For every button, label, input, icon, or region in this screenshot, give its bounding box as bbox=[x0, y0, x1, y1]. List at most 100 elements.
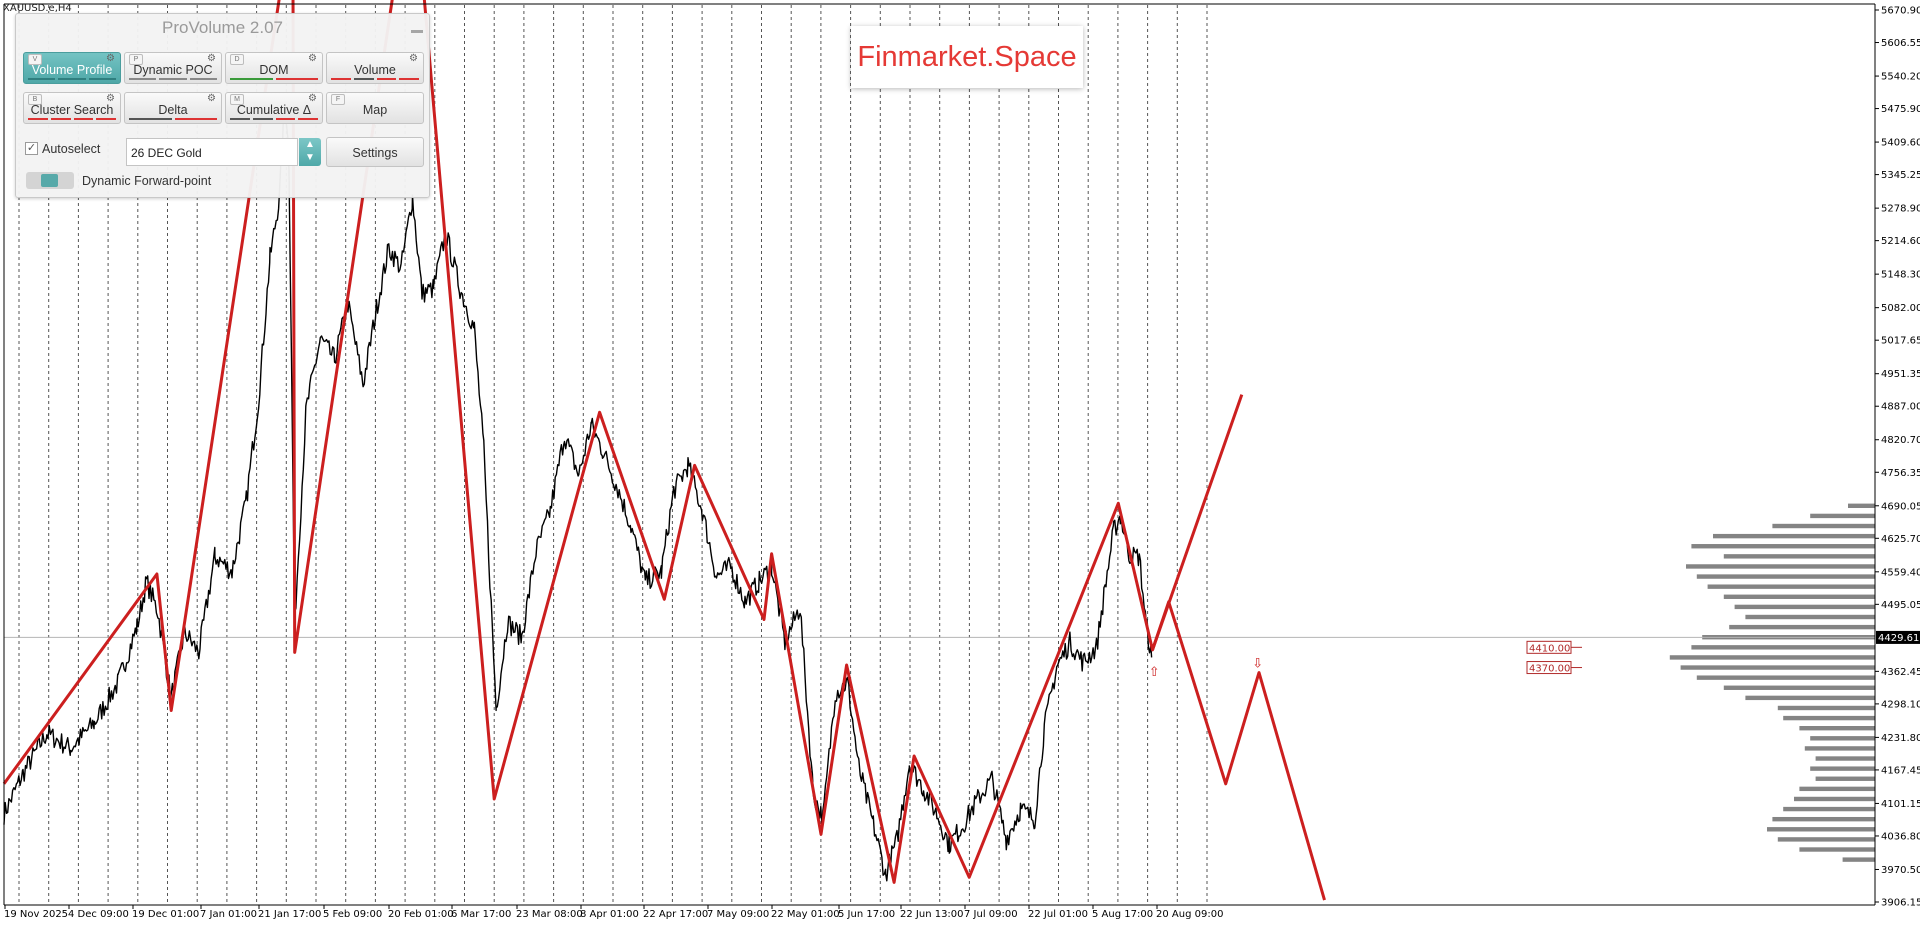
chevron-down-icon[interactable]: ▼ bbox=[305, 152, 315, 163]
gear-icon[interactable]: ⚙ bbox=[207, 53, 216, 64]
dom-button[interactable]: D ⚙ DOM bbox=[225, 52, 323, 84]
time-axis-label: 8 Apr 01:00 bbox=[580, 909, 639, 920]
time-axis-label: 19 Dec 01:00 bbox=[132, 909, 199, 920]
volume-profile-bar bbox=[1794, 796, 1875, 802]
time-axis-label: 20 Feb 01:00 bbox=[388, 909, 454, 920]
hotkey-badge: M bbox=[230, 94, 244, 105]
price-axis-label: 5278.90 bbox=[1881, 204, 1920, 215]
volume-profile-bar bbox=[1696, 675, 1875, 680]
volume-profile-bar bbox=[1723, 554, 1875, 559]
hotkey-badge: V bbox=[28, 54, 42, 65]
volume-profile-bar bbox=[1669, 655, 1875, 660]
button-label: Volume Profile bbox=[31, 63, 113, 77]
cumulative-delta-button[interactable]: M ⚙ Cumulative Δ bbox=[225, 92, 323, 124]
volume-profile-bar bbox=[1810, 736, 1875, 741]
time-axis-label: 22 Apr 17:00 bbox=[643, 909, 708, 920]
time-axis-label: 6 Mar 17:00 bbox=[451, 909, 511, 920]
time-axis-label: 7 May 09:00 bbox=[707, 909, 769, 920]
price-axis-label: 4559.40 bbox=[1881, 567, 1920, 578]
volume-profile-bar bbox=[1804, 746, 1875, 751]
cluster-search-button[interactable]: B ⚙ Cluster Search bbox=[23, 92, 121, 124]
price-axis-label: 4887.00 bbox=[1881, 402, 1920, 413]
time-axis-label: 21 Jan 17:00 bbox=[258, 909, 321, 920]
panel-title: ProVolume 2.07 bbox=[162, 18, 283, 37]
price-axis-label: 4951.35 bbox=[1881, 369, 1920, 380]
volume-profile-bar bbox=[1734, 604, 1875, 610]
price-axis-label: 4101.15 bbox=[1881, 799, 1920, 810]
button-indicator bbox=[230, 118, 318, 120]
volume-profile-bar bbox=[1848, 503, 1875, 508]
volume-profile-bar bbox=[1713, 533, 1875, 539]
button-indicator bbox=[28, 118, 116, 120]
volume-profile-bar bbox=[1815, 776, 1875, 781]
time-axis-label: 7 Jan 01:00 bbox=[200, 909, 257, 920]
price-axis-label: 4756.35 bbox=[1881, 468, 1920, 479]
autoselect-checkbox[interactable]: ✓ bbox=[25, 142, 38, 155]
dynamic-poc-button[interactable]: P ⚙ Dynamic POC bbox=[124, 52, 222, 84]
map-button[interactable]: F Map bbox=[326, 92, 424, 124]
button-label: Dynamic POC bbox=[133, 63, 213, 77]
time-axis-label: 5 Aug 17:00 bbox=[1092, 909, 1153, 920]
price-axis-label: 5345.25 bbox=[1881, 170, 1920, 181]
volume-profile-bar bbox=[1745, 614, 1875, 620]
autoselect-label: Autoselect bbox=[42, 142, 101, 156]
price-axis-label: 5214.60 bbox=[1881, 236, 1920, 247]
volume-profile-bar bbox=[1815, 756, 1875, 761]
level-label: 4410.00 bbox=[1529, 643, 1570, 654]
gear-icon[interactable]: ⚙ bbox=[308, 53, 317, 64]
volume-profile-bar bbox=[1707, 584, 1875, 589]
button-label: Volume bbox=[354, 63, 396, 77]
price-axis-label: 4495.05 bbox=[1881, 600, 1920, 611]
hotkey-badge: B bbox=[28, 94, 42, 105]
gear-icon[interactable]: ⚙ bbox=[106, 53, 115, 64]
gear-icon[interactable]: ⚙ bbox=[106, 93, 115, 104]
delta-button[interactable]: ⚙ Delta bbox=[124, 92, 222, 124]
time-axis-label: 20 Aug 09:00 bbox=[1156, 909, 1223, 920]
instrument-select[interactable]: 26 DEC Gold bbox=[126, 138, 298, 166]
settings-button[interactable]: Settings bbox=[326, 137, 424, 167]
chevron-up-icon[interactable]: ▲ bbox=[305, 139, 315, 150]
price-axis-label: 5670.90 bbox=[1881, 6, 1920, 17]
volume-profile-bar bbox=[1783, 806, 1875, 812]
gear-icon[interactable]: ⚙ bbox=[207, 93, 216, 104]
volume-profile-bar bbox=[1723, 685, 1875, 690]
gear-icon[interactable]: ⚙ bbox=[308, 93, 317, 104]
price-axis-label: 4690.05 bbox=[1881, 501, 1920, 512]
time-axis-label: 22 May 01:00 bbox=[771, 909, 840, 920]
minimize-icon[interactable] bbox=[411, 30, 423, 33]
volume-button[interactable]: ⚙ Volume bbox=[326, 52, 424, 84]
time-axis-label: 22 Jul 01:00 bbox=[1028, 909, 1088, 920]
gear-icon[interactable]: ⚙ bbox=[409, 53, 418, 64]
price-axis-label: 5540.20 bbox=[1881, 72, 1920, 83]
instrument-value: 26 DEC Gold bbox=[131, 146, 202, 160]
hotkey-badge: F bbox=[331, 94, 345, 105]
price-axis-label: 5606.55 bbox=[1881, 38, 1920, 49]
price-axis-label: 3906.15 bbox=[1881, 898, 1920, 909]
provolume-panel[interactable]: ProVolume 2.07 V ⚙ Volume Profile P ⚙ Dy… bbox=[15, 13, 430, 198]
hotkey-badge: P bbox=[129, 54, 143, 65]
price-axis-label: 4625.70 bbox=[1881, 534, 1920, 545]
volume-profile-bar bbox=[1777, 837, 1875, 842]
volume-profile-bar bbox=[1745, 695, 1875, 701]
dynamic-forward-label: Dynamic Forward-point bbox=[82, 174, 212, 188]
arrow-down-icon: ⇩ bbox=[1252, 657, 1263, 672]
time-axis-label: 4 Dec 09:00 bbox=[68, 909, 129, 920]
time-axis-label: 19 Nov 2025 bbox=[4, 909, 68, 920]
button-label: Delta bbox=[158, 103, 188, 117]
price-series bbox=[3, 103, 1153, 882]
button-indicator bbox=[230, 78, 318, 80]
price-axis-label: 4298.10 bbox=[1881, 699, 1920, 710]
dynamic-forward-toggle[interactable] bbox=[26, 172, 74, 189]
volume-profile-bar bbox=[1691, 645, 1875, 650]
volume-profile-bar bbox=[1696, 574, 1875, 579]
volume-profile-bar bbox=[1680, 665, 1875, 670]
instrument-spinner[interactable]: ▲ ▼ bbox=[299, 138, 321, 166]
volume-profile-bar bbox=[1686, 564, 1875, 569]
button-indicator bbox=[129, 118, 217, 120]
time-axis-label: 7 Jul 09:00 bbox=[964, 909, 1018, 920]
volume-profile-bar bbox=[1777, 705, 1875, 711]
price-axis-label: 4167.45 bbox=[1881, 765, 1920, 776]
price-axis-label: 5082.00 bbox=[1881, 303, 1920, 314]
volume-profile-button[interactable]: V ⚙ Volume Profile bbox=[23, 52, 121, 84]
time-axis-label: 23 Mar 08:00 bbox=[516, 909, 583, 920]
